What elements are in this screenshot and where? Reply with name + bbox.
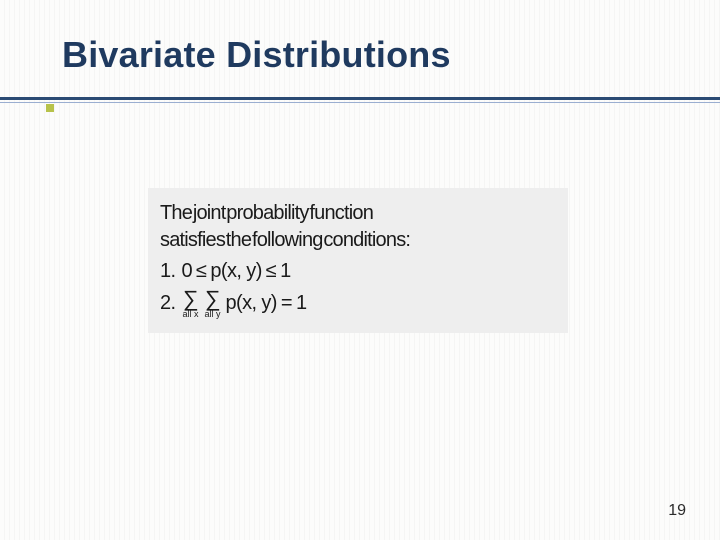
sigma2-label: all y <box>205 310 221 319</box>
accent-square <box>46 104 54 112</box>
lead-line-1: The joint probability function <box>160 200 552 227</box>
cond2-expr: p(x, y) <box>226 292 277 315</box>
cond2-rhs: 1 <box>296 292 307 315</box>
cond1-mid: p(x, y) <box>210 260 261 283</box>
condition-2: 2. ∑ all x ∑ all y p(x, y) = 1 <box>160 289 552 319</box>
cond1-lhs: 0 <box>181 260 192 283</box>
sigma-2: ∑ all y <box>205 289 221 319</box>
cond1-op2: ≤ <box>266 260 276 283</box>
page-number: 19 <box>668 502 686 520</box>
slide-title: Bivariate Distributions <box>62 34 690 76</box>
cond1-rhs: 1 <box>280 260 291 283</box>
slide: Bivariate Distributions The joint probab… <box>0 0 720 540</box>
sigma-1: ∑ all x <box>182 289 198 319</box>
sigma1-label: all x <box>182 310 198 319</box>
title-rule-sub <box>0 102 720 103</box>
title-area: Bivariate Distributions <box>62 34 690 76</box>
condition-1: 1. 0 ≤ p(x, y) ≤ 1 <box>160 260 552 283</box>
sigma-icon: ∑ <box>205 289 220 309</box>
sigma-icon: ∑ <box>183 289 198 309</box>
title-rule-main <box>0 97 720 100</box>
cond1-label: 1. <box>160 260 175 283</box>
content-box: The joint probability function satisfies… <box>148 188 568 333</box>
cond1-op1: ≤ <box>196 260 206 283</box>
title-rule <box>0 94 720 108</box>
lead-line-2: satisfies the following conditions: <box>160 227 552 254</box>
cond2-eq: = <box>281 292 292 315</box>
cond2-label: 2. <box>160 292 175 315</box>
